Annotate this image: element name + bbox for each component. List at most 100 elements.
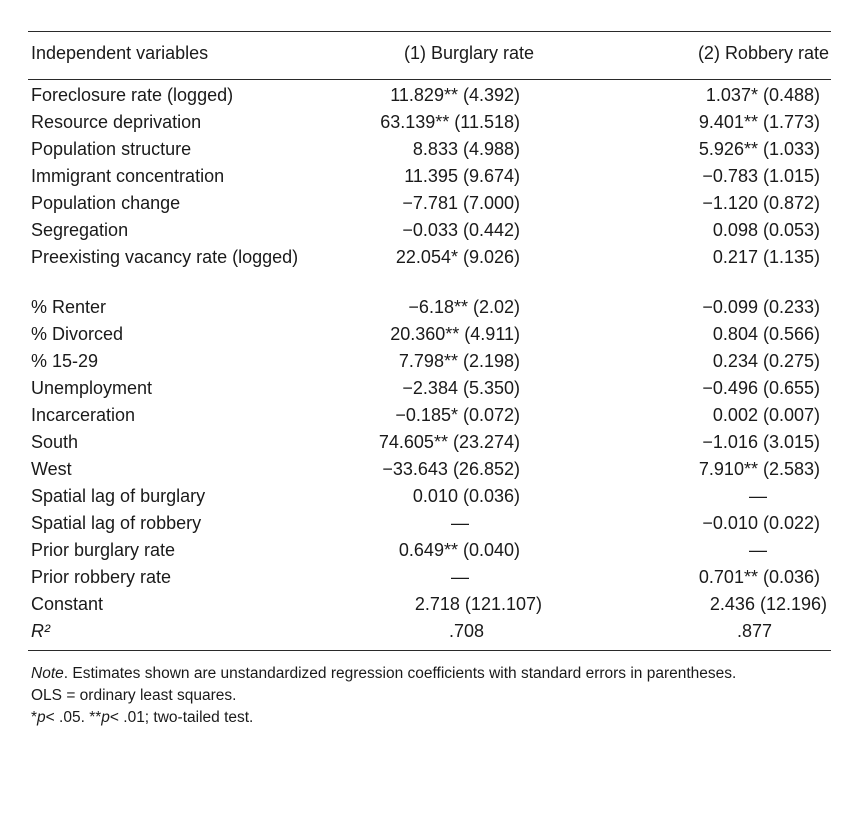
table-row: Prior robbery rate — 0.701** (0.036) <box>0 564 860 591</box>
sig2-p: p <box>101 709 110 726</box>
row-label: West <box>31 459 72 479</box>
robbery-value: 0.002 (0.007) <box>712 405 820 425</box>
burglary-value: −2.384 (5.350) <box>402 378 520 398</box>
table-row: South 74.605** (23.274) −1.016 (3.015) <box>0 429 860 456</box>
table-row: R² .708 .877 <box>0 618 860 645</box>
row-label: Constant <box>31 594 104 614</box>
table-row: Segregation −0.033 (0.442) 0.098 (0.053) <box>0 217 860 244</box>
table-row: Spatial lag of burglary 0.010 (0.036) — <box>0 483 860 510</box>
table-row: Constant 2.718 (121.107) 2.436 (12.196) <box>0 591 860 618</box>
row-label: Unemployment <box>31 378 153 398</box>
row-label: % Renter <box>31 297 107 317</box>
burglary-value: 7.798** (2.198) <box>398 351 520 371</box>
burglary-value: −6.18** (2.02) <box>408 297 520 317</box>
row-label: Incarceration <box>31 405 136 425</box>
table-row: Population change −7.781 (7.000) −1.120 … <box>0 190 860 217</box>
row-label: Spatial lag of burglary <box>31 486 206 506</box>
robbery-value: −0.783 (1.015) <box>702 166 820 186</box>
robbery-value: 2.436 (12.196) <box>709 594 827 614</box>
note-line-2: OLS = ordinary least squares. <box>31 687 237 704</box>
table-row: Prior burglary rate 0.649** (0.040) — <box>0 537 860 564</box>
table-row: Incarceration −0.185* (0.072) 0.002 (0.0… <box>0 402 860 429</box>
burglary-value: 11.395 (9.674) <box>404 166 520 186</box>
table-row: Resource deprivation 63.139** (11.518) 9… <box>0 109 860 136</box>
burglary-value: 20.360** (4.911) <box>390 324 520 344</box>
table-row: Population structure 8.833 (4.988) 5.926… <box>0 136 860 163</box>
sig1-p: p <box>37 709 46 726</box>
note-text: . Estimates shown are unstandardized reg… <box>63 665 737 682</box>
row-label: Population change <box>31 193 181 213</box>
row-label: Population structure <box>31 139 192 159</box>
row-label: % Divorced <box>31 324 124 344</box>
table-row: % Divorced 20.360** (4.911) 0.804 (0.566… <box>0 321 860 348</box>
table-notes: Note. Estimates shown are unstandardized… <box>31 663 831 729</box>
burglary-value: .708 <box>448 621 484 641</box>
sig1-text: < .05. <box>45 709 90 726</box>
row-label: South <box>31 432 79 452</box>
robbery-value: .877 <box>736 621 772 641</box>
burglary-value: −0.033 (0.442) <box>402 220 520 240</box>
row-label: R² <box>31 621 50 641</box>
table-row: Immigrant concentration 11.395 (9.674) −… <box>0 163 860 190</box>
row-label: Spatial lag of robbery <box>31 513 202 533</box>
robbery-value: 9.401** (1.773) <box>698 112 820 132</box>
table-row: % Renter −6.18** (2.02) −0.099 (0.233) <box>0 294 860 321</box>
robbery-value: 0.804 (0.566) <box>712 324 820 344</box>
robbery-value: — <box>749 486 767 506</box>
table-header-rule <box>28 79 831 80</box>
table-row: % 15-29 7.798** (2.198) 0.234 (0.275) <box>0 348 860 375</box>
robbery-value: 1.037* (0.488) <box>705 85 820 105</box>
burglary-value: 2.718 (121.107) <box>414 594 542 614</box>
robbery-value: — <box>749 540 767 560</box>
row-label: Prior burglary rate <box>31 540 176 560</box>
burglary-value: — <box>451 513 469 533</box>
burglary-value: −33.643 (26.852) <box>382 459 520 479</box>
burglary-value: 11.829** (4.392) <box>390 85 520 105</box>
table-row: West −33.643 (26.852) 7.910** (2.583) <box>0 456 860 483</box>
table-row: Foreclosure rate (logged) 11.829** (4.39… <box>0 82 860 109</box>
table-body: Foreclosure rate (logged) 11.829** (4.39… <box>0 82 860 645</box>
sig2-text: < .01; two-tailed test. <box>109 709 254 726</box>
burglary-value: 74.605** (23.274) <box>378 432 520 452</box>
header-robbery-rate: (2) Robbery rate <box>697 43 829 63</box>
burglary-value: −7.781 (7.000) <box>402 193 520 213</box>
note-label: Note <box>31 665 64 682</box>
row-label: Foreclosure rate (logged) <box>31 85 234 105</box>
robbery-value: −0.496 (0.655) <box>702 378 820 398</box>
table-row: Preexisting vacancy rate (logged) 22.054… <box>0 244 860 294</box>
burglary-value: — <box>451 567 469 587</box>
sig2-star: ** <box>89 709 102 726</box>
row-label: Immigrant concentration <box>31 166 225 186</box>
robbery-value: 5.926** (1.033) <box>698 139 820 159</box>
table-row: Spatial lag of robbery — −0.010 (0.022) <box>0 510 860 537</box>
robbery-value: 0.234 (0.275) <box>712 351 820 371</box>
burglary-value: 22.054* (9.026) <box>395 247 520 267</box>
table-row: Unemployment −2.384 (5.350) −0.496 (0.65… <box>0 375 860 402</box>
burglary-value: 63.139** (11.518) <box>380 112 520 132</box>
row-label: % 15-29 <box>31 351 99 371</box>
sig1-star: * <box>31 709 38 726</box>
header-burglary-rate: (1) Burglary rate <box>403 43 534 63</box>
robbery-value: 0.217 (1.135) <box>712 247 820 267</box>
row-label: Segregation <box>31 220 129 240</box>
robbery-value: 0.098 (0.053) <box>712 220 820 240</box>
row-label: Prior robbery rate <box>31 567 172 587</box>
burglary-value: 8.833 (4.988) <box>412 139 520 159</box>
robbery-value: 7.910** (2.583) <box>698 459 820 479</box>
robbery-value: 0.701** (0.036) <box>698 567 820 587</box>
table-header: Independent variables (1) Burglary rate … <box>0 40 860 70</box>
burglary-value: −0.185* (0.072) <box>395 405 520 425</box>
burglary-value: 0.649** (0.040) <box>398 540 520 560</box>
burglary-value: 0.010 (0.036) <box>412 486 520 506</box>
row-label: Resource deprivation <box>31 112 202 132</box>
robbery-value: −0.010 (0.022) <box>702 513 820 533</box>
significance-note: *p< .05. **p< .01; two-tailed test. <box>31 707 831 729</box>
note-line-1: Note. Estimates shown are unstandardized… <box>31 663 831 685</box>
robbery-value: −0.099 (0.233) <box>702 297 820 317</box>
robbery-value: −1.016 (3.015) <box>702 432 820 452</box>
header-independent-variables: Independent variables <box>31 43 209 63</box>
row-label: Preexisting vacancy rate (logged) <box>31 247 299 267</box>
table-bottom-rule <box>28 650 831 651</box>
table-top-rule <box>28 31 831 32</box>
robbery-value: −1.120 (0.872) <box>702 193 820 213</box>
